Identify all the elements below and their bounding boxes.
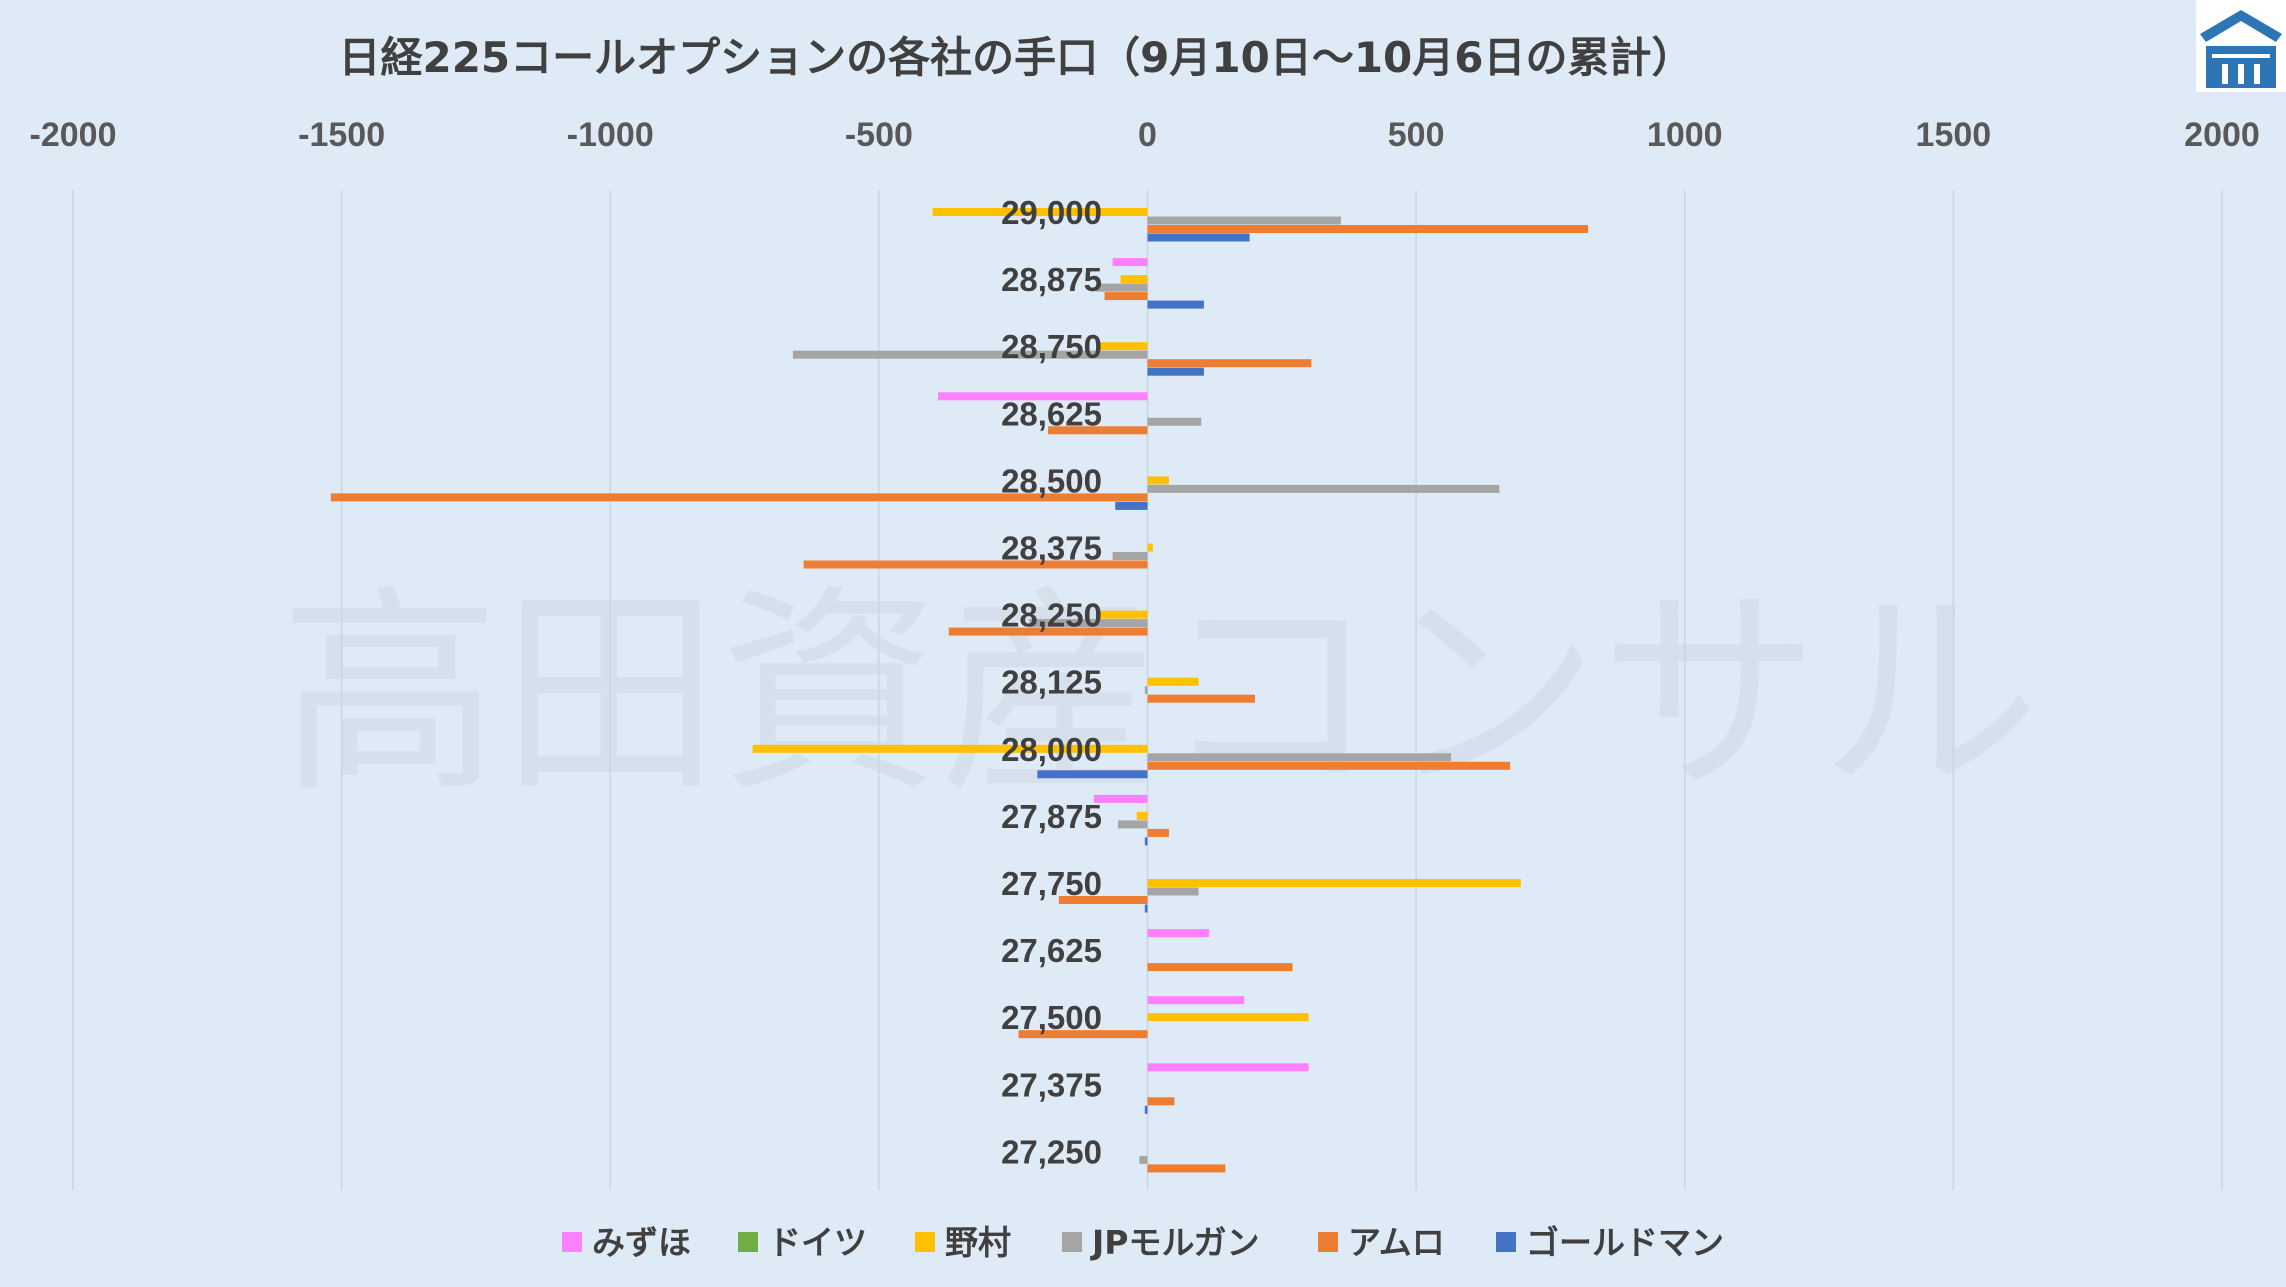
bar	[1147, 476, 1169, 485]
bar	[1112, 552, 1148, 560]
legend-label: みずほ	[592, 1223, 691, 1262]
bar	[1018, 1030, 1148, 1039]
bar	[1144, 686, 1148, 695]
category-label: 27,500	[1001, 999, 1102, 1036]
bar	[1147, 367, 1204, 376]
bar	[1147, 417, 1202, 426]
legend-label: ドイツ	[768, 1223, 867, 1262]
bar	[1147, 1097, 1175, 1106]
legend-label: JPモルガン	[1090, 1223, 1259, 1262]
legend-swatch	[1496, 1232, 1516, 1252]
bar	[1147, 828, 1169, 837]
bar	[1093, 794, 1148, 803]
bar	[752, 744, 1148, 753]
bar	[1037, 770, 1148, 779]
bar	[1147, 996, 1245, 1005]
legend-swatch	[915, 1232, 935, 1252]
bar	[1147, 233, 1250, 242]
legend-swatch	[1062, 1232, 1082, 1252]
bars	[330, 191, 1589, 1181]
bar	[1147, 929, 1210, 938]
legend-swatch	[562, 1232, 582, 1252]
legend-label: アムロ	[1348, 1223, 1445, 1262]
category-label: 27,750	[1001, 865, 1102, 902]
bar	[1147, 879, 1521, 887]
bar	[948, 627, 1148, 636]
legend-swatch	[738, 1232, 758, 1252]
bar	[1115, 501, 1148, 510]
x-tick-label: 500	[1388, 116, 1445, 154]
category-label: 27,875	[1001, 798, 1102, 835]
legend: みずほ ドイツ 野村 JPモルガン アムロ ゴールドマン	[562, 1223, 1724, 1262]
x-tick-label: -500	[845, 116, 913, 154]
x-tick-label: 1500	[1916, 116, 1992, 154]
category-label: 28,000	[1001, 731, 1102, 768]
watermark: 高田資産コンサル	[280, 566, 2040, 822]
bar	[1147, 1013, 1309, 1022]
bar	[803, 560, 1148, 569]
bar	[1136, 811, 1148, 820]
x-axis-ticks: -2000 -1500 -1000 -500 0 500 1000 1500 2000	[30, 116, 2260, 154]
bar	[1099, 610, 1148, 619]
bar	[330, 493, 1148, 502]
category-label: 28,500	[1001, 462, 1102, 499]
category-label: 27,250	[1001, 1133, 1102, 1170]
bar	[1112, 258, 1148, 267]
bar	[1147, 677, 1199, 686]
bar	[1117, 820, 1148, 829]
bar	[1099, 342, 1148, 351]
bar	[1144, 1105, 1148, 1114]
chart-title: 日経225コールオプションの各社の手口（9月10日～10月6日の累計）	[338, 33, 1693, 82]
bar	[1147, 963, 1293, 972]
x-tick-label: -1000	[567, 116, 654, 154]
bar	[932, 208, 1148, 216]
bar	[1147, 359, 1312, 368]
bar	[1147, 761, 1511, 770]
bar	[1147, 1164, 1226, 1173]
bar	[1147, 484, 1500, 493]
bar	[1029, 619, 1148, 628]
bar	[1144, 904, 1148, 913]
category-label: 28,875	[1001, 261, 1102, 298]
x-tick-label: 0	[1138, 116, 1157, 154]
x-tick-label: -2000	[30, 116, 117, 154]
x-tick-label: 2000	[2184, 116, 2260, 154]
legend-label: ゴールドマン	[1526, 1223, 1724, 1262]
category-label: 27,375	[1001, 1066, 1102, 1103]
legend-swatch	[1318, 1232, 1338, 1252]
bar	[1147, 887, 1199, 896]
bar	[1147, 543, 1153, 552]
bar	[1048, 426, 1148, 435]
bar	[1147, 225, 1589, 233]
bar	[1144, 837, 1148, 846]
bar	[1147, 300, 1204, 309]
logo-icon	[2196, 0, 2286, 92]
x-tick-label: 1000	[1647, 116, 1723, 154]
bar	[937, 392, 1148, 401]
bar	[1147, 216, 1341, 225]
x-tick-label: -1500	[298, 116, 385, 154]
bar	[1104, 292, 1148, 301]
bar	[1147, 1063, 1309, 1072]
bar	[1139, 1155, 1148, 1164]
category-label: 28,125	[1001, 664, 1102, 701]
category-label: 27,625	[1001, 932, 1102, 969]
bar	[1147, 753, 1452, 762]
category-label: 29,000	[1001, 194, 1102, 231]
category-label: 28,375	[1001, 530, 1102, 567]
category-label: 28,250	[1001, 597, 1102, 634]
category-labels: 29,000 28,875 28,750 28,625 28,500 28,375 28,2…	[1001, 194, 1102, 1170]
bar	[1058, 896, 1148, 904]
category-label: 28,625	[1001, 395, 1102, 432]
category-label: 28,750	[1001, 328, 1102, 365]
bar	[1120, 275, 1148, 284]
legend-label: 野村	[945, 1223, 1011, 1262]
bar	[1147, 694, 1255, 703]
bar	[1096, 283, 1148, 292]
bar	[792, 350, 1148, 359]
